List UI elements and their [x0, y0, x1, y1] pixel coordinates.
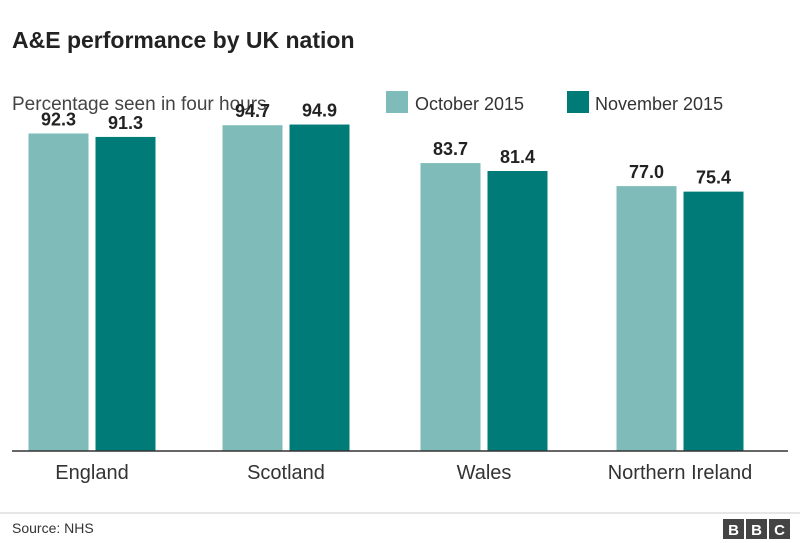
value-label-northern-ireland-november-2015: 75.4 — [696, 168, 731, 188]
value-label-scotland-october-2015: 94.7 — [235, 101, 270, 121]
bar-northern-ireland-october-2015 — [616, 186, 677, 451]
legend: October 2015 November 2015 — [386, 91, 723, 114]
value-label-england-november-2015: 91.3 — [108, 113, 143, 133]
legend-swatch-october-2015 — [386, 91, 408, 113]
bar-england-november-2015 — [95, 136, 156, 452]
bar-scotland-october-2015 — [222, 125, 283, 452]
bar-wales-november-2015 — [487, 170, 548, 451]
value-label-wales-october-2015: 83.7 — [433, 139, 468, 159]
value-labels: 92.3 91.3 94.7 94.9 83.7 81.4 77.0 75.4 — [41, 101, 731, 188]
legend-swatch-november-2015 — [567, 91, 589, 113]
chart-title: A&E performance by UK nation — [12, 27, 355, 53]
chart-subtitle: Percentage seen in four hours — [12, 94, 267, 115]
category-labels: England Scotland Wales Northern Ireland — [55, 462, 752, 484]
bar-england-october-2015 — [28, 133, 89, 451]
category-label-wales: Wales — [457, 462, 512, 484]
bars — [28, 124, 744, 452]
bbc-logo-letter-2: B — [751, 522, 762, 539]
category-label-scotland: Scotland — [247, 462, 325, 484]
legend-label-october-2015: October 2015 — [415, 94, 524, 114]
value-label-northern-ireland-october-2015: 77.0 — [629, 162, 664, 182]
bbc-logo-letter-1: B — [728, 522, 739, 539]
bbc-logo: B B C — [723, 519, 790, 539]
category-label-northern-ireland: Northern Ireland — [608, 462, 753, 484]
value-label-scotland-november-2015: 94.9 — [302, 101, 337, 121]
source-note: Source: NHS — [12, 520, 94, 536]
bar-northern-ireland-november-2015 — [683, 191, 744, 451]
value-label-england-october-2015: 92.3 — [41, 109, 76, 129]
bbc-logo-letter-3: C — [774, 522, 785, 539]
value-label-wales-november-2015: 81.4 — [500, 147, 535, 167]
bar-wales-october-2015 — [420, 163, 481, 451]
bar-scotland-november-2015 — [289, 124, 350, 451]
legend-label-november-2015: November 2015 — [595, 94, 723, 114]
category-label-england: England — [55, 462, 128, 484]
